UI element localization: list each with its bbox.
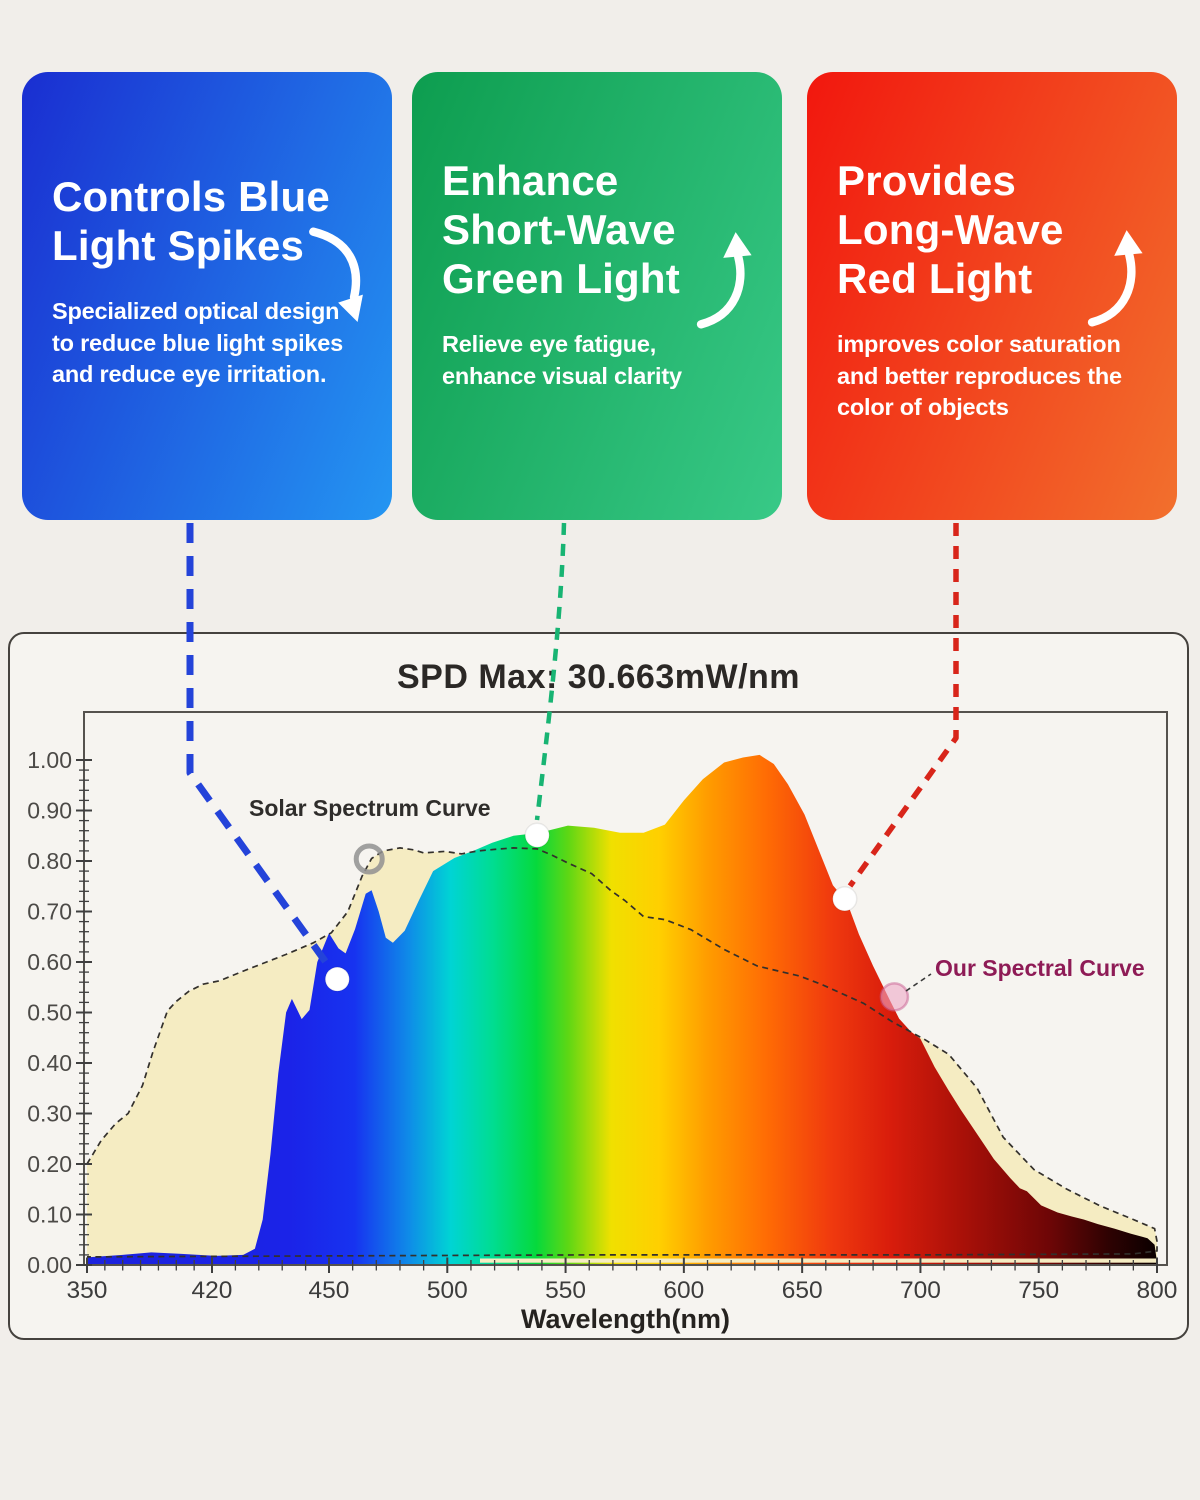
blue-spike-point-icon <box>324 966 351 992</box>
y-tick-label: 0.10 <box>27 1202 72 1228</box>
x-tick-label: 600 <box>663 1277 704 1304</box>
x-tick-label: 800 <box>1137 1277 1178 1304</box>
card-green-title-line: Green Light <box>442 255 680 303</box>
chart-fill-layer <box>86 754 1158 1265</box>
solar-curve-marker-icon <box>353 843 385 875</box>
arrow-up-icon <box>1085 222 1147 334</box>
y-tick-label: 0.20 <box>27 1151 72 1177</box>
solar-spectrum-dashed-outline <box>86 847 1158 1258</box>
our-spectral-area <box>87 754 1157 1265</box>
y-tick-label: 0.40 <box>27 1050 72 1076</box>
x-tick-label: 420 <box>192 1277 233 1304</box>
card-red-title: Provides Long-Wave Red Light <box>837 156 1153 303</box>
card-blue-title-line: Light Spikes <box>52 222 305 270</box>
plot-border <box>83 711 1168 1266</box>
y-tick-label: 0.50 <box>27 1000 72 1026</box>
card-red-title-line: Provides <box>837 157 1017 204</box>
red-slope-point-icon <box>831 886 858 912</box>
card-blue-body-line: to reduce blue light spikes <box>52 329 344 356</box>
x-tick-label: 550 <box>545 1277 586 1304</box>
card-blue-body-line: and reduce eye irritation. <box>52 361 327 388</box>
card-green-body-line: enhance visual clarity <box>442 362 682 389</box>
card-red-body-line: and better reproduces the <box>837 362 1122 389</box>
arrow-down-icon <box>308 220 370 332</box>
card-blue-title: Controls Blue Light Spikes <box>52 172 368 270</box>
chart-title: SPD Max: 30.663mW/nm <box>396 658 801 696</box>
arrow-up-icon <box>694 224 756 336</box>
green-peak-point-icon <box>524 822 550 848</box>
our-curve-label-pointer <box>905 973 932 992</box>
our-spectral-curve-label: Our Spectral Curve <box>935 955 1145 981</box>
card-blue-body: Specialized optical design to reduce blu… <box>52 296 368 390</box>
y-tick-label: 0.00 <box>27 1252 72 1278</box>
solar-spectrum-curve-label: Solar Spectrum Curve <box>249 795 491 821</box>
x-tick-label: 750 <box>1018 1277 1059 1304</box>
card-red-body-line: improves color saturation <box>837 331 1121 358</box>
x-tick-label: 650 <box>782 1277 823 1304</box>
x-tick-label: 450 <box>309 1277 350 1304</box>
y-tick-label: 0.70 <box>27 899 72 925</box>
y-tick-label: 0.90 <box>27 798 72 824</box>
spd-chart-panel: 0.00 0.10 0.20 0.30 0.40 0.50 0.60 0.70 0.80 0.90… <box>8 632 1189 1340</box>
card-green-title: Enhance Short-Wave Green Light <box>442 156 758 303</box>
x-tick-label: 350 <box>67 1277 108 1304</box>
card-green-title-line: Enhance <box>442 157 619 204</box>
card-blue-title-line: Controls Blue <box>52 173 330 220</box>
card-red-body: improves color saturation and better rep… <box>837 329 1153 423</box>
card-green-light: Enhance Short-Wave Green Light Relieve e… <box>412 72 782 520</box>
card-green-title-line: Short-Wave <box>442 206 676 254</box>
solar-baseline-strip <box>480 1258 1157 1263</box>
x-tick-label: 700 <box>900 1277 941 1304</box>
chart-markers <box>324 822 910 1012</box>
axis-ticks: 0.00 0.10 0.20 0.30 0.40 0.50 0.60 0.70 0.80 0.90… <box>27 747 1177 1304</box>
card-blue-light: Controls Blue Light Spikes Specialized o… <box>22 72 392 520</box>
our-curve-marker-icon <box>879 982 910 1012</box>
y-tick-label: 0.30 <box>27 1101 72 1127</box>
card-blue-body-line: Specialized optical design <box>52 298 340 325</box>
card-green-body-line: Relieve eye fatigue, <box>442 331 657 358</box>
card-red-title-line: Long-Wave <box>837 206 1064 254</box>
card-red-title-line: Red Light <box>837 255 1033 303</box>
y-tick-label: 0.60 <box>27 949 72 975</box>
spd-chart-canvas: 0.00 0.10 0.20 0.30 0.40 0.50 0.60 0.70 0.80 0.90… <box>27 711 1177 1304</box>
card-green-body: Relieve eye fatigue, enhance visual clar… <box>442 329 758 392</box>
x-tick-label: 500 <box>427 1277 468 1304</box>
y-tick-label: 0.80 <box>27 848 72 874</box>
y-tick-label: 1.00 <box>27 747 72 773</box>
card-red-light: Provides Long-Wave Red Light improves co… <box>807 72 1177 520</box>
x-axis-title: Wavelength(nm) <box>521 1304 730 1334</box>
card-red-body-line: color of objects <box>837 394 1009 421</box>
